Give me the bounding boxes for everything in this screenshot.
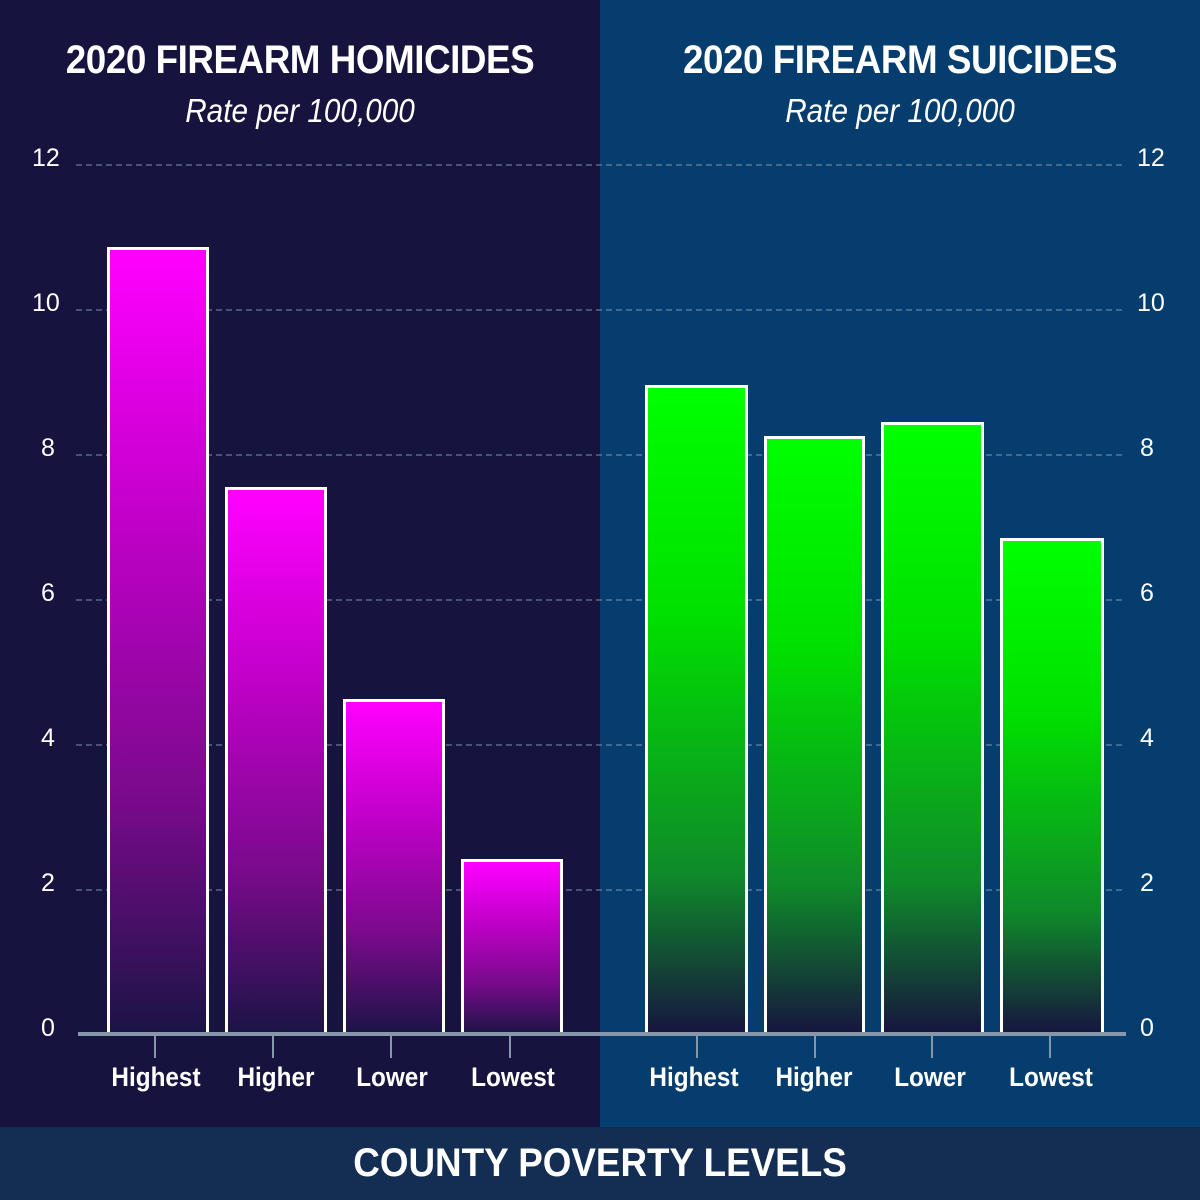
right-ytick-2: 2 [1140, 869, 1154, 897]
right-xtick-higher [814, 1036, 816, 1058]
suicides-bar-higher [764, 436, 865, 1034]
homicides-title: 2020 FIREARM HOMICIDES [65, 38, 535, 82]
gridline-12 [76, 164, 1122, 166]
left-xtick-lower [390, 1036, 392, 1058]
right-xtick-lowest [1049, 1036, 1051, 1058]
gridline-10 [76, 309, 1122, 311]
left-ytick-6: 6 [41, 579, 55, 607]
suicides-subtitle: Rate per 100,000 [785, 92, 1015, 129]
right-ytick-10: 10 [1137, 289, 1165, 317]
right-ytick-8: 8 [1140, 434, 1154, 462]
right-xlabel-higher: Higher [775, 1062, 853, 1092]
left-xlabel-lower: Lower [356, 1062, 428, 1092]
suicides-bar-highest [645, 385, 748, 1034]
right-ytick-0: 0 [1140, 1014, 1154, 1042]
gridline-4 [76, 744, 1122, 746]
gridline-8 [76, 454, 1122, 456]
footer-bar [0, 1127, 1200, 1200]
x-axis-title: COUNTY POVERTY LEVELS [353, 1141, 847, 1185]
gridline-6 [76, 599, 1122, 601]
right-xlabel-lower: Lower [894, 1062, 966, 1092]
left-ytick-2: 2 [41, 869, 55, 897]
left-ytick-0: 0 [41, 1014, 55, 1042]
left-xlabel-highest: Highest [111, 1062, 201, 1092]
right-xtick-highest [696, 1036, 698, 1058]
left-ytick-4: 4 [41, 724, 55, 752]
right-xtick-lower [931, 1036, 933, 1058]
left-xtick-highest [154, 1036, 156, 1058]
left-xtick-higher [272, 1036, 274, 1058]
homicides-bar-highest [107, 247, 209, 1034]
homicides-subtitle: Rate per 100,000 [185, 92, 415, 129]
suicides-title: 2020 FIREARM SUICIDES [682, 38, 1118, 82]
x-axis-line [78, 1032, 1126, 1036]
left-xtick-lowest [509, 1036, 511, 1058]
right-xlabel-lowest: Lowest [1009, 1062, 1093, 1092]
left-ytick-10: 10 [32, 289, 60, 317]
homicides-bar-higher [225, 487, 327, 1034]
left-ytick-8: 8 [41, 434, 55, 462]
left-xlabel-lowest: Lowest [471, 1062, 555, 1092]
homicides-bar-lower [343, 699, 445, 1034]
homicides-bar-lowest [461, 859, 563, 1034]
suicides-bar-lowest [1000, 538, 1104, 1034]
left-xlabel-higher: Higher [237, 1062, 315, 1092]
right-ytick-4: 4 [1140, 724, 1154, 752]
suicides-bar-lower [881, 422, 984, 1034]
right-xlabel-highest: Highest [649, 1062, 739, 1092]
right-ytick-6: 6 [1140, 579, 1154, 607]
gridline-2 [76, 889, 1122, 891]
left-ytick-12: 12 [32, 144, 60, 172]
right-ytick-12: 12 [1137, 144, 1165, 172]
